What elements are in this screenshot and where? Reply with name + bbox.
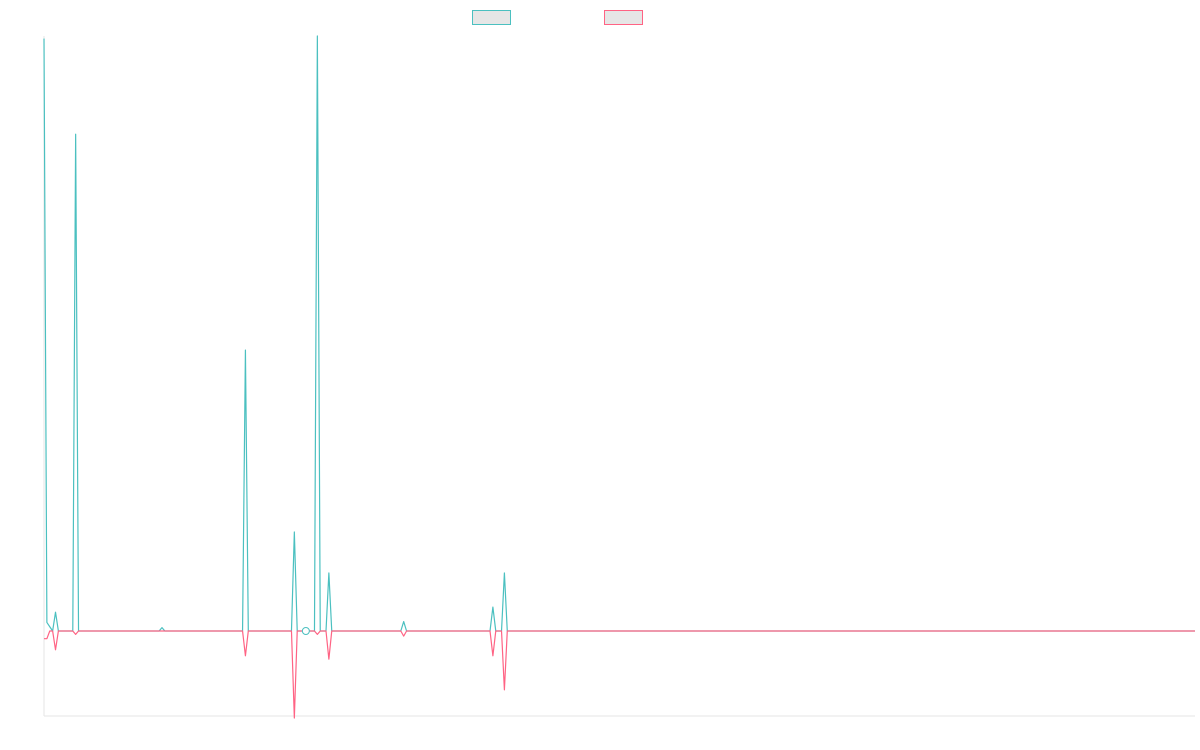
series-1-marker[interactable] (301, 627, 310, 635)
series-layer (43, 35, 1195, 719)
series-line-1[interactable] (43, 35, 1195, 632)
axes (43, 36, 1195, 717)
legend-item-series-2[interactable] (604, 8, 643, 26)
legend-swatch-series-2 (604, 9, 643, 25)
legend-item-series-1[interactable] (472, 8, 511, 26)
legend-swatch-series-1 (472, 9, 511, 25)
series-line-2[interactable] (44, 630, 1195, 719)
legend (0, 8, 1200, 28)
